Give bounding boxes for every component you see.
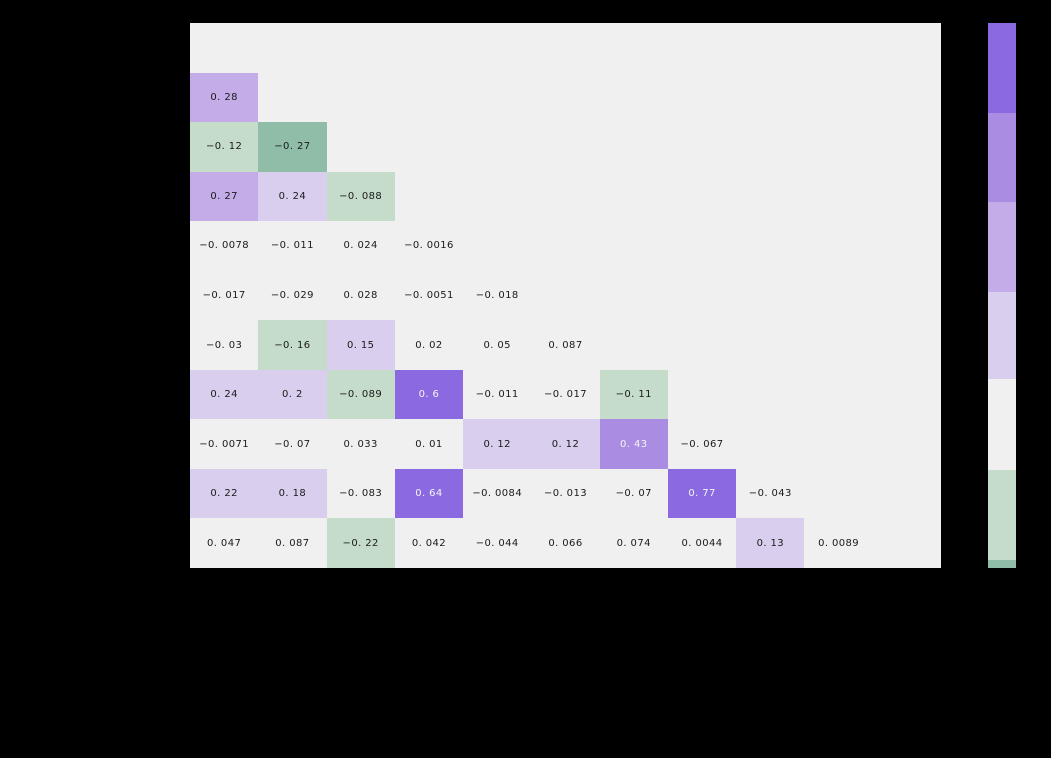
heatmap-cell-r4-c2: 0. 024: [326, 221, 395, 271]
colorbar-segment-2: [988, 379, 1016, 471]
heatmap-cell-r8-c3: 0. 01: [394, 419, 464, 469]
heatmap-cell-r5-c4: −0. 018: [463, 270, 532, 321]
heatmap-cell-r8-c4: 0. 12: [463, 419, 532, 469]
heatmap-cell-r8-c6: 0. 43: [599, 419, 668, 469]
heatmap-cell-r5-c1: −0. 029: [258, 270, 327, 321]
heatmap-cell-r6-c1: −0. 16: [258, 320, 327, 370]
heatmap-cell-r10-c0: 0. 047: [190, 518, 259, 568]
heatmap-cell-r4-c1: −0. 011: [258, 221, 327, 271]
heatmap-cell-r7-c2: −0. 089: [326, 369, 395, 420]
heatmap-cell-r8-c2: 0. 033: [326, 419, 395, 469]
heatmap-cell-r9-c4: −0. 0084: [463, 468, 532, 519]
heatmap-cell-r5-c2: 0. 028: [326, 270, 395, 321]
colorbar-segment-3: [988, 291, 1016, 380]
heatmap-cell-r1-c0: 0. 28: [190, 72, 259, 123]
heatmap-cell-r7-c5: −0. 017: [531, 369, 600, 420]
heatmap-cell-r8-c0: −0. 0071: [190, 419, 259, 469]
heatmap-cell-r7-c6: −0. 11: [599, 369, 668, 420]
heatmap-cell-r6-c2: 0. 15: [326, 320, 395, 370]
heatmap-cell-r6-c3: 0. 02: [394, 320, 464, 370]
heatmap-cell-r9-c1: 0. 18: [258, 468, 327, 519]
heatmap-grid: 0. 28 −0. 12 −0. 27 0. 27 0. 24 −0. 088 −0. 00…: [190, 23, 941, 568]
heatmap-cell-r9-c0: 0. 22: [190, 468, 259, 519]
heatmap-cell-r10-c9: 0. 0089: [804, 518, 873, 568]
heatmap-cell-r7-c3: 0. 6: [394, 369, 464, 420]
heatmap-cell-r10-c4: −0. 044: [463, 518, 532, 568]
colorbar-segment-6: [988, 23, 1016, 114]
heatmap-cell-r4-c0: −0. 0078: [190, 221, 259, 271]
heatmap-cell-r6-c4: 0. 05: [463, 320, 532, 370]
heatmap-cell-r7-c0: 0. 24: [190, 369, 259, 420]
heatmap-cell-r5-c3: −0. 0051: [394, 270, 464, 321]
colorbar-segment-4: [988, 202, 1016, 292]
heatmap-cell-r7-c1: 0. 2: [258, 369, 327, 420]
heatmap-cell-r10-c5: 0. 066: [531, 518, 600, 568]
heatmap-cell-r6-c5: 0. 087: [531, 320, 600, 370]
heatmap-cell-r2-c1: −0. 27: [258, 122, 327, 172]
heatmap-cell-r8-c1: −0. 07: [258, 419, 327, 469]
heatmap-cell-r3-c0: 0. 27: [190, 171, 259, 222]
heatmap-cell-r8-c5: 0. 12: [531, 419, 600, 469]
heatmap-cell-r10-c8: 0. 13: [736, 518, 805, 568]
heatmap-cell-r10-c2: −0. 22: [326, 518, 395, 568]
heatmap-cell-r9-c7: 0. 77: [667, 468, 737, 519]
heatmap-cell-r9-c2: −0. 083: [326, 468, 395, 519]
heatmap-cell-r9-c5: −0. 013: [531, 468, 600, 519]
heatmap-axes: 0. 28 −0. 12 −0. 27 0. 27 0. 24 −0. 088 −0. 00…: [190, 23, 941, 568]
heatmap-cell-r9-c6: −0. 07: [599, 468, 668, 519]
colorbar-segment-1: [988, 470, 1016, 561]
heatmap-cell-r7-c4: −0. 011: [463, 369, 532, 420]
heatmap-cell-r5-c0: −0. 017: [190, 270, 259, 321]
colorbar-segment-0: [988, 560, 1016, 568]
heatmap-cell-r9-c8: −0. 043: [736, 468, 805, 519]
heatmap-cell-r10-c3: 0. 042: [394, 518, 464, 568]
heatmap-cell-r2-c0: −0. 12: [190, 122, 259, 172]
heatmap-cell-r9-c3: 0. 64: [394, 468, 464, 519]
heatmap-cell-r3-c2: −0. 088: [326, 171, 395, 222]
heatmap-cell-r10-c7: 0. 0044: [667, 518, 737, 568]
heatmap-cell-r8-c7: −0. 067: [667, 419, 737, 469]
colorbar-segment-5: [988, 113, 1016, 203]
heatmap-cell-r10-c1: 0. 087: [258, 518, 327, 568]
heatmap-cell-r6-c0: −0. 03: [190, 320, 259, 370]
heatmap-cell-r3-c1: 0. 24: [258, 171, 327, 222]
heatmap-cell-r10-c6: 0. 074: [599, 518, 668, 568]
colorbar: [988, 23, 1016, 568]
heatmap-cell-r4-c3: −0. 0016: [394, 221, 464, 271]
